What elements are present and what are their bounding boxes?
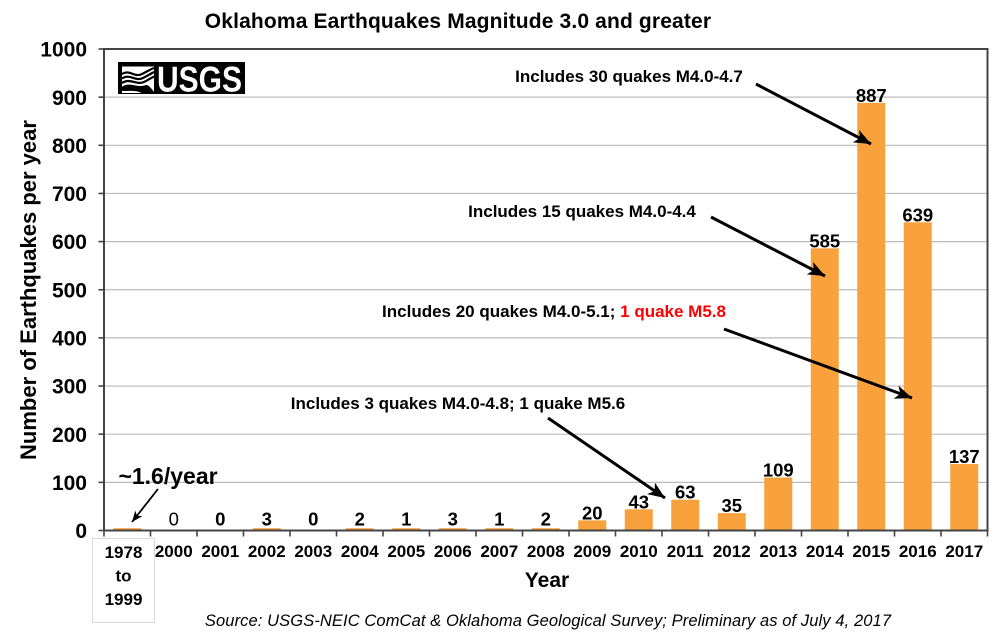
bar-2006 — [438, 528, 467, 530]
bar-2014 — [810, 248, 839, 530]
bar-value-label: 63 — [675, 482, 696, 503]
y-tick-label: 900 — [52, 87, 87, 110]
bar-value-label: 585 — [809, 230, 840, 251]
bar-1978-to-1999 — [113, 528, 142, 530]
bar-2008 — [531, 528, 560, 530]
y-tick-label: 200 — [52, 424, 87, 447]
y-tick-label: 1000 — [40, 39, 87, 62]
x-tick-label: to — [115, 567, 131, 586]
annotation-text: ~1.6/year — [118, 463, 218, 489]
annotation-text: Includes 30 quakes M4.0-4.7 — [515, 67, 743, 86]
bar-value-label: 3 — [262, 509, 272, 530]
annotation-historic-rate: ~1.6/year — [118, 463, 217, 490]
x-tick-label: 2006 — [434, 542, 472, 561]
annotation-includes-3-quakes: Includes 3 quakes M4.0-4.8; 1 quake M5.6 — [291, 394, 625, 414]
bar-value-label: 0 — [215, 509, 225, 530]
annotation-includes-15-quakes: Includes 15 quakes M4.0-4.4 — [468, 202, 696, 222]
bar-2002 — [252, 528, 281, 530]
bar-2005 — [392, 528, 421, 530]
bar-value-label: 20 — [582, 502, 603, 523]
bar-value-label: 887 — [856, 85, 887, 106]
x-tick-label: 2005 — [387, 542, 425, 561]
x-tick-label: 1999 — [105, 590, 143, 609]
annotation-includes-20-quakes: Includes 20 quakes M4.0-5.1; 1 quake M5.… — [382, 302, 726, 322]
x-tick-label: 2003 — [294, 542, 332, 561]
annotation-arrow — [755, 82, 872, 146]
bar-value-label: 0 — [308, 509, 318, 530]
bar-2012 — [717, 513, 746, 530]
x-tick-label: 2010 — [620, 542, 658, 561]
bar-2013 — [764, 477, 793, 530]
bar-2007 — [485, 528, 514, 530]
annotation-text: Includes 3 quakes M4.0-4.8; 1 quake M5.6 — [290, 394, 626, 413]
y-tick-label: 700 — [52, 183, 87, 206]
annotation-text-red: 1 quake M5.8 — [620, 302, 726, 321]
y-tick-label: 600 — [52, 231, 87, 254]
bar-2016 — [903, 222, 932, 530]
annotation-arrow — [710, 215, 826, 278]
x-tick-label: 2007 — [480, 542, 518, 561]
bar-value-label: 35 — [721, 495, 742, 516]
y-tick-label: 300 — [52, 376, 87, 399]
x-axis-title: Year — [524, 569, 570, 592]
bar-value-label: 2 — [355, 509, 365, 530]
usgs-wave-icon — [121, 66, 156, 94]
bar-2009 — [578, 520, 607, 530]
bar-value-label: 137 — [949, 446, 980, 467]
y-tick-label: 500 — [52, 279, 87, 302]
usgs-logo: USGS — [118, 62, 245, 94]
first-category-box — [92, 538, 155, 623]
x-tick-label: 2016 — [899, 542, 937, 561]
y-tick-label: 800 — [52, 135, 87, 158]
annotation-arrow — [723, 327, 913, 400]
bar-2011 — [671, 499, 700, 530]
x-tick-label: 2001 — [201, 542, 239, 561]
annotation-arrow — [547, 416, 666, 500]
x-tick-label: 2002 — [248, 542, 286, 561]
bar-2017 — [950, 464, 979, 530]
bar-value-label: 2 — [541, 509, 551, 530]
bar-value-label: 0 — [169, 509, 179, 530]
bar-2010 — [624, 509, 653, 530]
y-tick-label: 0 — [75, 520, 87, 543]
bar-value-label: 43 — [628, 491, 649, 512]
source-note: Source: USGS-NEIC ComCat & Oklahoma Geol… — [204, 612, 892, 630]
x-tick-label: 2011 — [667, 542, 704, 561]
x-tick-label: 2012 — [713, 542, 751, 561]
y-axis-title: Number of Earthquakes per year — [16, 120, 41, 460]
bar-value-label: 3 — [448, 509, 458, 530]
y-tick-label: 400 — [52, 328, 87, 351]
y-tick-label: 100 — [52, 472, 87, 495]
x-tick-label: 1978 — [105, 543, 143, 562]
bar-value-label: 109 — [763, 460, 794, 481]
x-tick-label: 2017 — [945, 542, 983, 561]
usgs-logo-text: USGS — [157, 62, 242, 94]
annotation-includes-30-quakes: Includes 30 quakes M4.0-4.7 — [515, 67, 743, 87]
x-tick-label: 2008 — [527, 542, 565, 561]
bar-value-label: 639 — [902, 204, 933, 225]
annotation-text: Includes 20 quakes M4.0-5.1; — [382, 302, 621, 321]
bar-value-label: 1 — [494, 509, 504, 530]
annotation-arrow — [131, 488, 159, 523]
x-tick-label: 2014 — [806, 542, 844, 561]
annotation-text: Includes 15 quakes M4.0-4.4 — [468, 202, 696, 221]
x-tick-label: 2000 — [155, 542, 193, 561]
x-tick-label: 2004 — [341, 542, 379, 561]
bar-2004 — [345, 528, 374, 530]
chart-title: Oklahoma Earthquakes Magnitude 3.0 and g… — [204, 10, 712, 33]
x-tick-label: 2009 — [573, 542, 611, 561]
x-tick-label: 2013 — [759, 542, 797, 561]
x-tick-label: 2015 — [852, 542, 890, 561]
bar-value-label: 1 — [401, 509, 411, 530]
bar-2015 — [857, 102, 886, 531]
